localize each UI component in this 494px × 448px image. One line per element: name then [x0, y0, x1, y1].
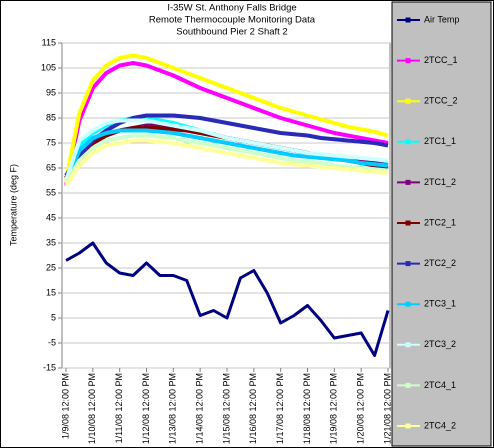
- legend-marker: [405, 179, 411, 185]
- legend-label: 2TCC_1: [424, 55, 458, 65]
- y-tick-label: -5: [48, 337, 56, 347]
- legend-label: Air Temp: [424, 14, 459, 24]
- x-tick-label: 1/14/08 12:00 PM: [195, 373, 205, 444]
- chart-title: I-35W St. Anthony Falls Bridge: [167, 3, 296, 14]
- x-tick-label: 1/20/08 12:00 PM: [356, 373, 366, 444]
- series-line: [65, 241, 390, 357]
- plot-area: [61, 42, 391, 369]
- y-tick-label: 95: [46, 87, 56, 97]
- x-tick-label: 1/9/08 12:00 PM: [60, 373, 70, 439]
- y-tick-label: 85: [46, 112, 56, 122]
- y-tick-label: 55: [46, 187, 56, 197]
- series-line: [64, 128, 389, 182]
- series-line: [64, 133, 389, 185]
- y-tick-label: 45: [46, 212, 56, 222]
- y-tick-label: 35: [46, 237, 56, 247]
- x-tick-label: 1/15/08 12:00 PM: [221, 373, 231, 444]
- series-line: [64, 61, 389, 186]
- y-tick-label: 105: [41, 62, 56, 72]
- y-tick-label: 65: [46, 162, 56, 172]
- legend-label: 2TC1_2: [424, 177, 456, 187]
- legend-marker: [405, 382, 411, 388]
- legend-label: 2TC4_1: [424, 380, 456, 390]
- legend-label: 2TC2_2: [424, 258, 456, 268]
- series-line: [64, 113, 389, 177]
- y-tick-label: 25: [46, 262, 56, 272]
- legend-marker: [405, 58, 411, 64]
- legend-marker: [405, 261, 411, 267]
- legend-label: 2TC3_2: [424, 339, 456, 349]
- x-tick-label: 1/13/08 12:00 PM: [168, 373, 178, 444]
- y-tick-label: 115: [42, 37, 56, 47]
- x-tick-label: 1/11/08 12:00 PM: [114, 373, 124, 443]
- legend-label: 2TC4_2: [424, 420, 456, 430]
- series-line: [64, 53, 389, 181]
- x-tick-label: 1/12/08 12:00 PM: [141, 373, 151, 444]
- legend-marker: [405, 220, 411, 226]
- legend-label: 2TCC_2: [424, 96, 458, 106]
- y-axis-label: Temperature (deg F): [8, 164, 18, 246]
- x-tick-label: 1/18/08 12:00 PM: [302, 373, 312, 444]
- x-tick-label: 1/16/08 12:00 PM: [248, 373, 258, 444]
- y-tick-label: -15: [43, 362, 56, 372]
- legend-marker: [405, 301, 411, 307]
- chart-subtitle: Southbound Pier 2 Shaft 2: [176, 27, 287, 38]
- series-line: [64, 118, 389, 182]
- legend-marker: [405, 342, 411, 348]
- chart-subtitle: Remote Thermocouple Monitoring Data: [149, 15, 316, 26]
- x-tick-label: 1/19/08 12:00 PM: [329, 373, 339, 444]
- legend-label: 2TC1_1: [424, 136, 456, 146]
- y-tick-label: 15: [46, 287, 56, 297]
- x-tick-label: 1/17/08 12:00 PM: [275, 373, 285, 444]
- legend-marker: [405, 17, 411, 23]
- legend-marker: [405, 98, 411, 104]
- x-tick-label: 1/10/08 12:00 PM: [87, 373, 97, 444]
- legend-label: 2TC3_1: [424, 299, 456, 309]
- legend-marker: [405, 139, 411, 145]
- y-tick-label: 5: [51, 312, 56, 322]
- legend-marker: [405, 423, 411, 429]
- legend-label: 2TC2_1: [424, 217, 456, 227]
- y-tick-label: 75: [46, 137, 56, 147]
- series-line: [64, 138, 389, 187]
- x-tick-label: 1/21/08 12:00 PM: [382, 373, 392, 444]
